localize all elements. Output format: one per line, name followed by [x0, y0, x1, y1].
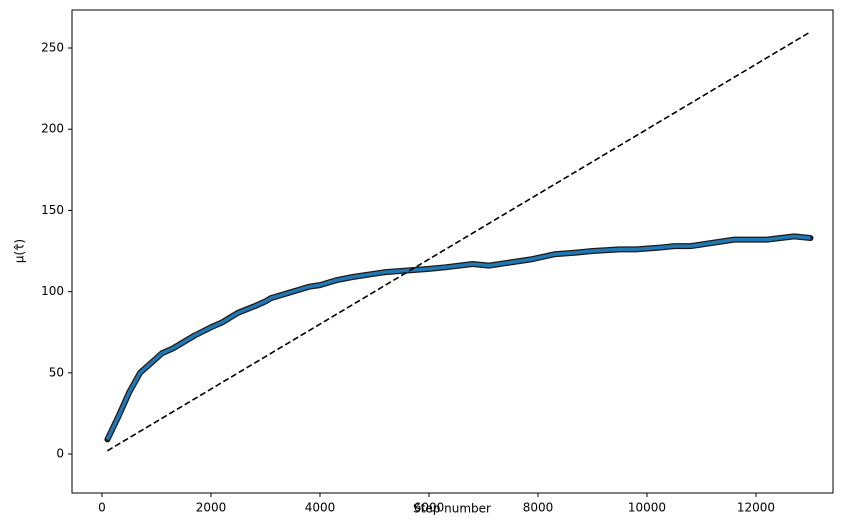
series-line — [105, 234, 811, 441]
x-tick-label: 10000 — [628, 501, 666, 515]
x-tick-label: 8000 — [523, 501, 554, 515]
y-tick-label: 250 — [41, 41, 64, 55]
plot-area — [104, 31, 814, 452]
y-tick-label: 0 — [56, 447, 64, 461]
y-tick-label: 50 — [49, 365, 64, 379]
y-tick-label: 200 — [41, 122, 64, 136]
y-axis-label: μ(τ̂) — [13, 239, 27, 263]
axes-frame — [71, 9, 834, 494]
x-tick-label: 4000 — [305, 501, 336, 515]
series-line — [106, 31, 811, 452]
x-tick-label: 0 — [98, 501, 106, 515]
x-tick-label: 6000 — [414, 501, 445, 515]
y-tick-label: 100 — [41, 284, 64, 298]
x-tick-label: 12000 — [737, 501, 775, 515]
y-tick-label: 150 — [41, 203, 64, 217]
x-axis-label: Step number — [413, 502, 491, 516]
x-tick-label: 2000 — [196, 501, 227, 515]
